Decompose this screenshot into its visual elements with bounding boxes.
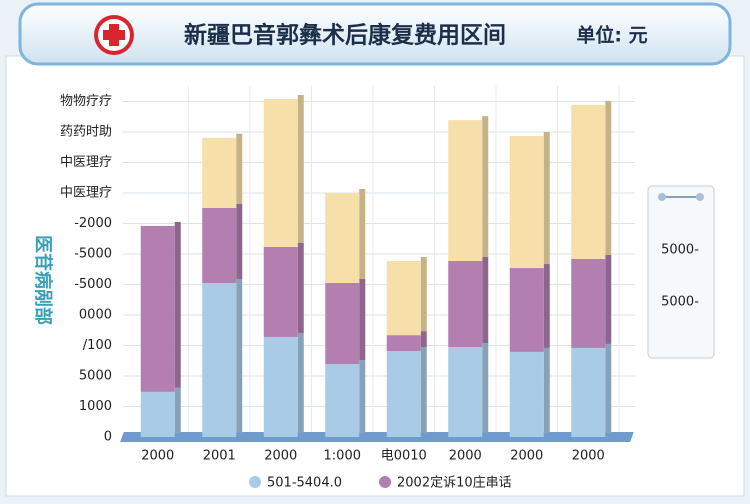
x-tick-label: 2000	[449, 449, 482, 464]
floor	[120, 432, 634, 442]
bar-side	[359, 360, 366, 433]
bar-segment	[202, 207, 237, 283]
bar-side	[359, 278, 366, 361]
x-tick-label: 2000	[572, 449, 605, 464]
bar-segment	[325, 193, 360, 283]
side-panel-label: 5000-	[661, 295, 699, 310]
y-tick-label: -5000	[74, 247, 112, 262]
bar-side	[236, 133, 243, 204]
legend-swatch	[249, 476, 261, 488]
bar-segment	[263, 336, 298, 437]
legend-label: 501-5404.0	[267, 476, 342, 491]
bar-segment	[509, 135, 544, 269]
bar-side	[605, 100, 612, 255]
bar-side	[420, 346, 427, 433]
bar-segment	[509, 351, 544, 437]
bar-segment	[325, 282, 360, 365]
legend-label: 2002定诉10庄串话	[397, 475, 512, 491]
slider-knob	[658, 193, 666, 201]
bar-segment	[571, 347, 606, 437]
y-tick-label: 物物疗疗	[60, 94, 112, 109]
bar-segment	[448, 261, 483, 348]
bar-side	[605, 343, 612, 433]
bar-side	[420, 257, 427, 332]
bar-side	[174, 387, 181, 433]
bar-segment	[571, 104, 606, 259]
bar-side	[543, 347, 550, 433]
y-tick-label: /100	[83, 338, 112, 353]
header	[18, 2, 732, 66]
x-tick-label: 2000	[510, 449, 543, 464]
bar-side	[482, 343, 489, 433]
chart-title: 新疆巴音郭彝术后康复费用区间	[184, 22, 506, 49]
y-tick-label: 0000	[79, 308, 112, 323]
bar-side	[605, 254, 612, 344]
y-tick-label: 中医理疗	[60, 186, 112, 201]
bar-side	[482, 257, 489, 344]
legend-swatch	[379, 476, 391, 488]
bar-side	[236, 278, 243, 433]
bar-segment	[386, 261, 421, 336]
bar-side	[297, 332, 304, 433]
bar-segment	[263, 246, 298, 337]
bar-segment	[571, 258, 606, 348]
bar-side	[482, 116, 489, 258]
side-panel: 5000- 5000-	[647, 185, 715, 359]
hospital-icon	[94, 15, 134, 55]
side-panel-label: 5000-	[661, 243, 699, 258]
x-tick-label: 2000	[141, 449, 174, 464]
unit-label: 单位: 元	[576, 24, 647, 47]
slider-knob	[696, 193, 704, 201]
y-tick-label: 0	[104, 430, 112, 445]
bar-segment	[386, 350, 421, 437]
bar-segment	[263, 99, 298, 247]
bar-segment	[448, 120, 483, 262]
y-tick-label: 药药时助	[60, 125, 112, 140]
y-tick-label: 5000	[79, 369, 112, 384]
chart-card	[5, 55, 745, 497]
bar-segment	[140, 225, 175, 392]
bar-side	[236, 203, 243, 279]
bar-segment	[509, 268, 544, 352]
bar-side	[543, 264, 550, 348]
side-panel-box	[647, 185, 715, 359]
bar-segment	[386, 335, 421, 351]
bar-segment	[448, 347, 483, 437]
y-tick-label: 中医理疗	[60, 155, 112, 170]
bar-side	[297, 242, 304, 333]
y-tick-label: -2000	[74, 216, 112, 231]
bar-segment	[202, 282, 237, 437]
bar-segment	[202, 137, 237, 208]
x-tick-label: 2000	[264, 449, 297, 464]
bar-side	[297, 95, 304, 243]
x-tick-label: 电0010	[381, 449, 427, 464]
y-axis-label: 医苷病剐部	[32, 235, 54, 325]
bar-segment	[325, 364, 360, 437]
bar-side	[543, 131, 550, 265]
bar-side	[174, 221, 181, 388]
bar-side	[359, 189, 366, 279]
y-tick-label: 1000	[79, 399, 112, 414]
x-tick-label: 2001	[203, 449, 236, 464]
y-tick-label: -5000	[74, 277, 112, 292]
bar-side	[420, 331, 427, 347]
x-tick-label: 1:000	[324, 449, 361, 464]
bar-segment	[140, 391, 175, 437]
